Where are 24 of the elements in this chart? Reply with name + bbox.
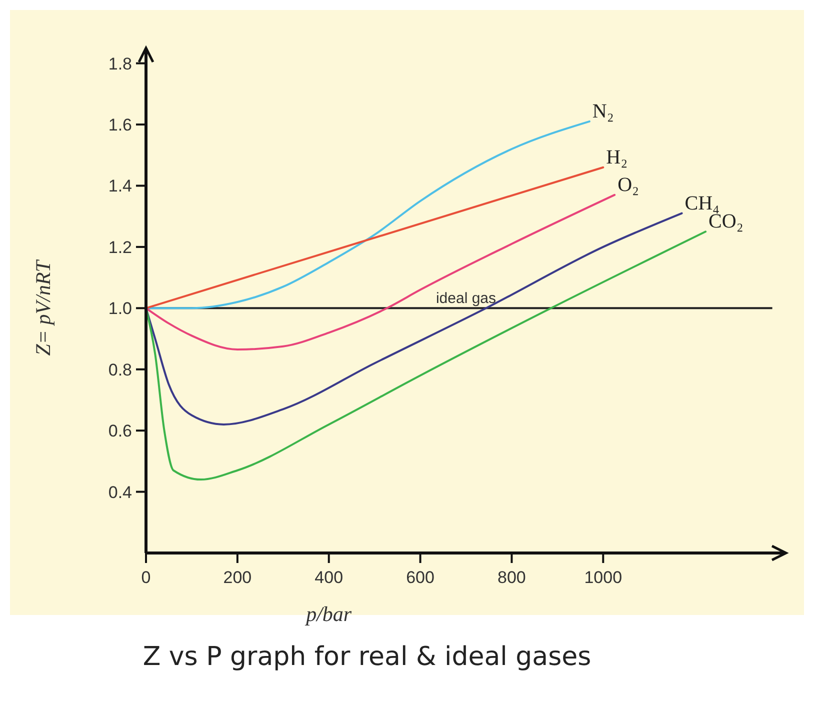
- y-tick-label: 1.0: [108, 299, 132, 318]
- x-tick-label: 0: [141, 568, 151, 587]
- x-tick-label: 1000: [584, 568, 622, 587]
- y-tick-label: 1.2: [108, 238, 132, 257]
- x-tick-label: 600: [406, 568, 434, 587]
- line-series: [145, 212, 683, 426]
- y-tick-label: 0.4: [108, 482, 132, 502]
- x-tick-label: 800: [498, 568, 526, 587]
- y-tick-label: 0.6: [108, 422, 132, 441]
- y-tick-label: 1.4: [108, 176, 132, 196]
- series-label: N₂: [592, 100, 614, 122]
- y-axis-title: Z= pV/nRT: [31, 259, 55, 356]
- text: Z vs P graph for real & ideal gases: [142, 642, 592, 672]
- ref-line-label: ideal gas: [436, 290, 496, 308]
- y-tick-label: 0.8: [108, 360, 132, 380]
- y-tick-label: 1.8: [108, 54, 132, 74]
- line-series: [145, 194, 616, 350]
- line-series: [145, 230, 707, 481]
- y-tick-label: 1.6: [108, 116, 132, 135]
- series-label: H₂: [606, 146, 628, 168]
- series-label: O₂: [618, 174, 639, 196]
- x-axis-title: p/bar: [304, 602, 352, 626]
- x-tick-label: 400: [314, 568, 344, 587]
- x-tick-label: 200: [223, 568, 252, 587]
